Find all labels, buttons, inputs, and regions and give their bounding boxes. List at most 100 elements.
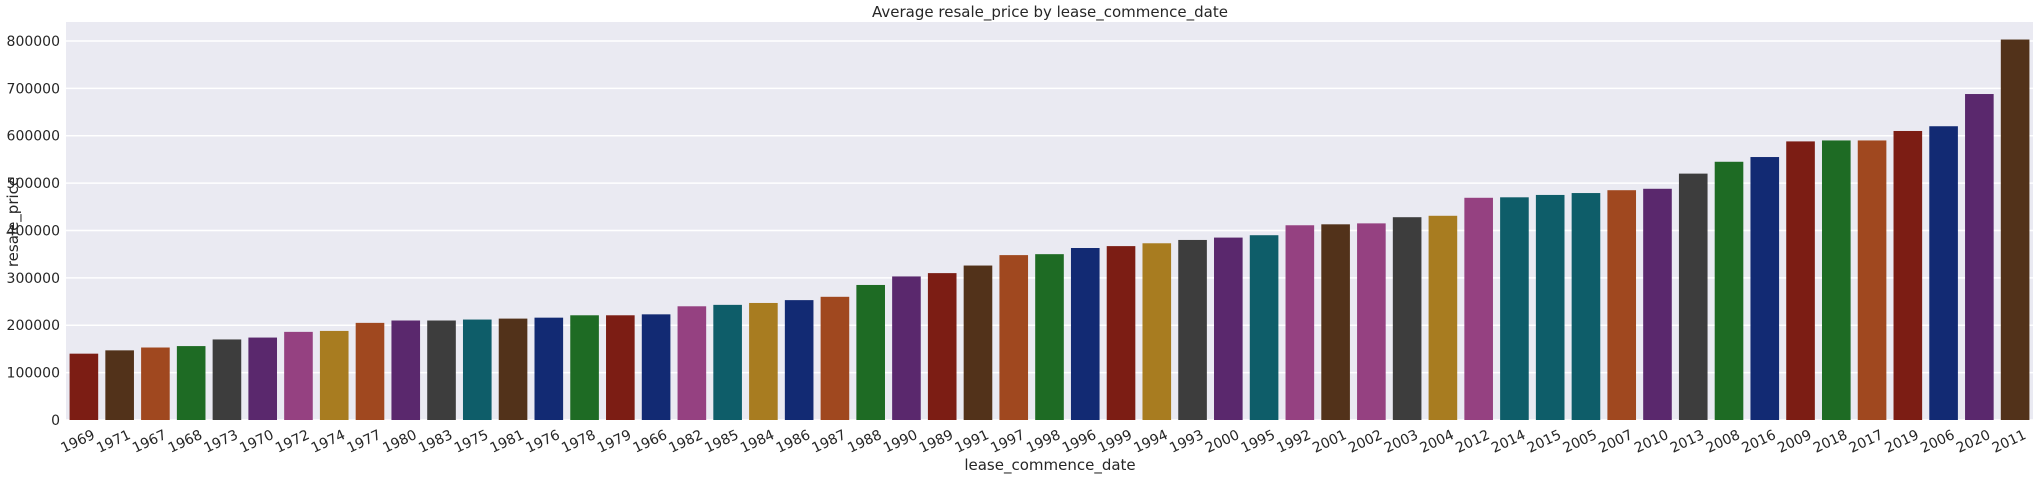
y-tick-label: 500000 bbox=[7, 176, 60, 192]
x-tick-label: 1969 bbox=[59, 427, 98, 457]
y-tick-label: 100000 bbox=[7, 366, 60, 382]
bar bbox=[1142, 243, 1172, 420]
x-tick-label: 1980 bbox=[380, 427, 419, 457]
bar bbox=[319, 330, 349, 420]
x-axis-label: lease_commence_date bbox=[964, 456, 1135, 475]
bar bbox=[1714, 161, 1744, 420]
x-tick-label: 2016 bbox=[1739, 427, 1778, 457]
x-tick-label: 1972 bbox=[273, 427, 312, 457]
x-tick-label: 1973 bbox=[202, 427, 241, 457]
bar bbox=[856, 284, 885, 420]
x-tick-label: 1968 bbox=[166, 427, 205, 457]
x-tick-label: 1987 bbox=[810, 427, 849, 457]
bars-group bbox=[69, 39, 2030, 421]
bar bbox=[141, 347, 170, 420]
bar bbox=[1678, 173, 1708, 420]
x-tick-label: 1970 bbox=[237, 427, 276, 457]
x-tick-label: 2004 bbox=[1418, 427, 1457, 457]
bar bbox=[713, 304, 742, 420]
x-tick-label: 1977 bbox=[345, 427, 384, 457]
x-tick-label: 2010 bbox=[1632, 427, 1671, 457]
bar bbox=[1750, 157, 1780, 421]
x-tick-label: 2005 bbox=[1561, 427, 1600, 457]
bar bbox=[462, 319, 492, 420]
bar bbox=[606, 315, 635, 420]
x-tick-label: 1996 bbox=[1060, 427, 1099, 457]
bar bbox=[1535, 194, 1565, 420]
bar bbox=[999, 255, 1029, 420]
x-tick-label: 2018 bbox=[1811, 427, 1850, 457]
y-tick-label: 300000 bbox=[7, 271, 60, 287]
x-tick-label: 1991 bbox=[953, 427, 992, 457]
bar bbox=[1464, 197, 1493, 420]
x-tick-label: 1978 bbox=[559, 427, 598, 457]
x-tick-label: 1974 bbox=[309, 427, 348, 457]
bar bbox=[1106, 246, 1136, 420]
y-tick-label: 0 bbox=[51, 413, 60, 429]
x-tick-label: 2009 bbox=[1775, 427, 1814, 457]
x-tick-label: 1994 bbox=[1131, 427, 1170, 457]
x-tick-label: 1976 bbox=[523, 427, 562, 457]
bar bbox=[1428, 215, 1458, 420]
x-tick-label: 1966 bbox=[631, 427, 670, 457]
y-tick-label: 200000 bbox=[7, 318, 60, 334]
bar bbox=[1786, 141, 1815, 420]
bar bbox=[963, 265, 993, 420]
bar bbox=[355, 322, 385, 420]
x-tick-label: 2011 bbox=[1990, 427, 2029, 457]
bar bbox=[641, 314, 671, 420]
bar bbox=[1321, 224, 1350, 420]
bar bbox=[1285, 225, 1315, 420]
bar bbox=[2000, 39, 2030, 421]
y-tick-label: 800000 bbox=[7, 34, 60, 50]
x-tick-label: 1992 bbox=[1274, 427, 1313, 457]
bar bbox=[391, 320, 421, 420]
x-tick-label: 1981 bbox=[488, 427, 527, 457]
x-tick-label: 1998 bbox=[1024, 427, 1063, 457]
y-axis-label: resale_price bbox=[4, 177, 23, 267]
bar bbox=[1070, 248, 1100, 420]
bar bbox=[105, 350, 134, 420]
x-tick-label: 2006 bbox=[1918, 427, 1957, 457]
x-tick-label: 1990 bbox=[881, 427, 920, 457]
x-tick-label: 1982 bbox=[666, 427, 705, 457]
bar bbox=[1643, 188, 1672, 420]
x-tick-label: 2014 bbox=[1489, 427, 1528, 457]
x-tick-label: 2002 bbox=[1346, 427, 1385, 457]
x-tick-label: 1967 bbox=[130, 427, 169, 457]
x-tick-label: 1997 bbox=[988, 427, 1027, 457]
bar bbox=[1214, 237, 1243, 420]
chart-title: Average resale_price by lease_commence_d… bbox=[872, 3, 1228, 22]
bar bbox=[1821, 140, 1851, 420]
x-tick-label: 2000 bbox=[1203, 427, 1242, 457]
x-tick-label: 2008 bbox=[1704, 427, 1743, 457]
bar bbox=[784, 300, 814, 420]
x-tick-label: 2015 bbox=[1525, 427, 1564, 457]
x-tick-label: 1971 bbox=[94, 427, 133, 457]
x-tick-label: 2001 bbox=[1310, 427, 1349, 457]
bar bbox=[212, 339, 242, 420]
bar bbox=[498, 318, 528, 420]
x-tick-label: 1999 bbox=[1096, 427, 1135, 457]
bar bbox=[1893, 130, 1923, 420]
bar bbox=[427, 320, 456, 420]
x-tick-label: 1984 bbox=[738, 427, 777, 457]
x-tick-label: 1985 bbox=[702, 427, 741, 457]
x-tick-label: 2007 bbox=[1596, 427, 1635, 457]
x-tick-label: 2013 bbox=[1668, 427, 1707, 457]
bar bbox=[892, 276, 921, 420]
bar bbox=[677, 306, 707, 420]
x-tick-labels: 1969197119671968197319701972197419771980… bbox=[59, 427, 2029, 457]
y-tick-labels: 0 100000 200000 300000 400000 500000 600000 700… bbox=[7, 34, 60, 429]
x-tick-label: 1986 bbox=[774, 427, 813, 457]
x-tick-label: 1995 bbox=[1239, 427, 1278, 457]
x-tick-label: 1993 bbox=[1167, 427, 1206, 457]
bar bbox=[1392, 217, 1422, 420]
x-tick-label: 1975 bbox=[452, 427, 491, 457]
y-tick-label: 400000 bbox=[7, 223, 60, 239]
bar bbox=[1607, 190, 1637, 420]
bar bbox=[1500, 197, 1529, 420]
x-tick-label: 1988 bbox=[845, 427, 884, 457]
